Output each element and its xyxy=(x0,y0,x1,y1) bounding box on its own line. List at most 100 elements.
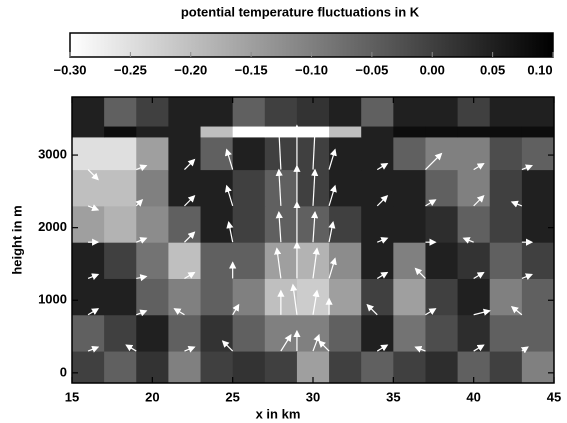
colorbar-tick-label: 0.10 xyxy=(527,62,552,77)
heat-cell xyxy=(489,97,523,127)
wind-arrow xyxy=(473,162,485,171)
wind-arrow xyxy=(274,247,282,279)
wind-arrow xyxy=(473,271,485,279)
y-tick-label: 3000 xyxy=(38,147,67,162)
wind-arrow xyxy=(376,344,389,352)
wind-arrow xyxy=(184,158,196,171)
heat-cell xyxy=(457,278,491,316)
heat-cell xyxy=(457,314,491,352)
wind-arrow xyxy=(184,195,196,207)
heat-cell xyxy=(425,351,459,383)
wind-arrow xyxy=(136,164,148,172)
heat-cell xyxy=(425,314,459,352)
heat-cell xyxy=(425,242,459,279)
heat-cell xyxy=(136,126,169,138)
y-tick-label: 2000 xyxy=(38,219,67,234)
heat-cell xyxy=(232,205,266,243)
heat-cell xyxy=(200,278,234,316)
wind-arrow xyxy=(328,148,337,170)
heat-cell xyxy=(425,126,459,138)
heat-cell xyxy=(489,126,523,138)
wind-arrow xyxy=(87,169,99,181)
colorbar-tick-label: 0.05 xyxy=(480,62,505,77)
wind-arrow xyxy=(376,195,389,207)
heat-cell xyxy=(232,169,266,207)
colorbar-tick-label: −0.10 xyxy=(295,62,328,77)
wind-arrow xyxy=(312,247,320,279)
heat-cell xyxy=(393,205,426,243)
wind-arrow xyxy=(510,306,523,316)
heat-cell xyxy=(457,169,491,207)
wind-arrow xyxy=(425,152,443,171)
heat-cell xyxy=(104,126,137,138)
colorbar-tick-label: −0.05 xyxy=(355,62,388,77)
heat-cell xyxy=(393,314,426,352)
heat-cell xyxy=(168,97,202,127)
wind-arrow xyxy=(136,274,148,282)
wind-arrow xyxy=(136,309,148,317)
chart-title: potential temperature fluctuations in K xyxy=(181,4,420,19)
heat-cell xyxy=(329,97,362,127)
heat-cell xyxy=(136,205,169,243)
wind-arrow xyxy=(87,273,100,281)
heat-cell xyxy=(104,136,137,171)
heat-cell xyxy=(393,351,426,383)
wind-arrow xyxy=(462,237,474,244)
wind-arrow xyxy=(377,237,389,244)
heat-cell xyxy=(200,242,234,279)
heat-cell xyxy=(72,205,105,243)
wind-arrow xyxy=(376,162,389,171)
heat-cell xyxy=(232,97,266,127)
wind-arrow xyxy=(311,168,319,206)
heat-cell xyxy=(361,97,394,127)
heat-cell xyxy=(457,136,491,171)
heat-cell xyxy=(136,278,169,316)
heat-cell xyxy=(168,314,202,352)
heat-cell xyxy=(136,242,169,279)
heat-cell xyxy=(232,136,266,171)
heat-cell xyxy=(489,242,523,279)
heat-cell xyxy=(72,169,105,207)
heat-cell xyxy=(361,242,394,279)
wind-arrow xyxy=(136,237,148,244)
wind-arrow xyxy=(521,273,533,281)
wind-arrow xyxy=(275,168,283,206)
heat-cell xyxy=(232,278,266,316)
heat-cell xyxy=(200,205,234,243)
heat-cell xyxy=(200,351,234,383)
heat-cell xyxy=(361,169,394,207)
heat-cell xyxy=(393,126,426,138)
heat-cell xyxy=(72,97,105,127)
heat-cell xyxy=(521,169,554,207)
wind-arrow xyxy=(184,231,196,243)
wind-arrow xyxy=(366,303,378,316)
wind-arrow xyxy=(87,204,100,211)
wind-arrow xyxy=(312,289,320,315)
heat-cell xyxy=(200,97,234,127)
heat-cell xyxy=(168,169,202,207)
wind-arrow xyxy=(328,257,337,279)
heat-cell xyxy=(361,136,394,171)
heat-cell xyxy=(521,242,554,279)
heat-cell xyxy=(264,314,298,352)
heat-cell xyxy=(72,242,105,279)
heat-cell xyxy=(521,97,554,127)
wind-arrow xyxy=(414,267,426,279)
heat-cell xyxy=(200,126,234,138)
wind-arrow xyxy=(226,221,234,243)
heat-cell xyxy=(232,126,266,138)
heat-cell xyxy=(168,242,202,279)
colorbar-tick-label: −0.30 xyxy=(54,62,87,77)
heat-cell xyxy=(104,205,137,243)
heat-cell xyxy=(393,136,426,171)
wind-arrow xyxy=(275,210,283,243)
wind-arrow xyxy=(275,128,283,170)
wind-arrow xyxy=(87,345,100,353)
x-tick-label: 30 xyxy=(306,389,320,404)
heat-cell xyxy=(168,351,202,383)
wind-arrow xyxy=(425,308,437,316)
wind-arrow xyxy=(328,184,337,207)
wind-arrow xyxy=(328,221,336,243)
wind-arrow xyxy=(521,164,533,172)
